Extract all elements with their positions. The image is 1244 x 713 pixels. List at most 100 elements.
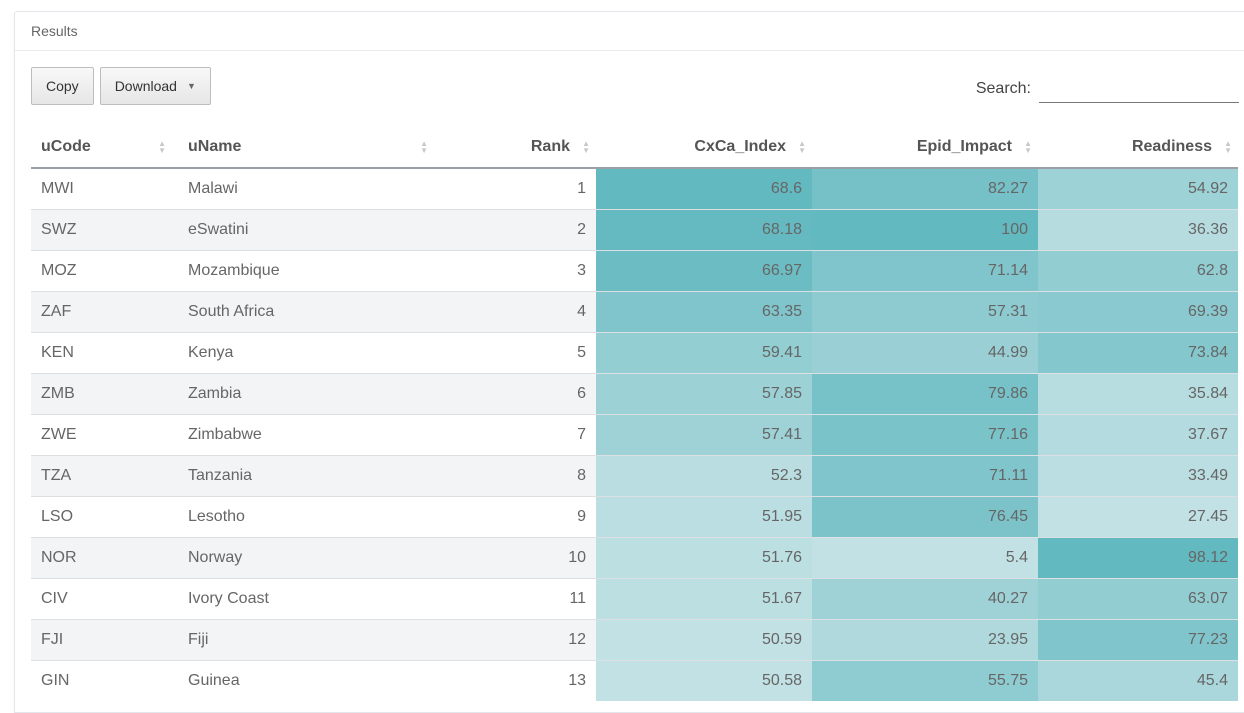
table-row[interactable]: SWZ eSwatini 2 68.18 100 36.36 [31,209,1238,251]
cell-rank: 1 [440,167,596,210]
column-header-ucode[interactable]: uCode ▲ ▼ [31,127,178,169]
cell-uname: Tanzania [178,455,440,497]
cell-readiness: 98.12 [1038,537,1238,579]
cell-epid-impact: 5.4 [812,537,1038,579]
cell-cxca-index: 52.3 [596,455,812,497]
cell-ucode: GIN [31,660,178,701]
table-row[interactable]: LSO Lesotho 9 51.95 76.45 27.45 [31,496,1238,538]
cell-rank: 2 [440,209,596,251]
cell-uname: Mozambique [178,250,440,292]
cell-ucode: SWZ [31,209,178,251]
cell-ucode: ZWE [31,414,178,456]
cell-uname: eSwatini [178,209,440,251]
cell-cxca-index: 50.59 [596,619,812,661]
column-header-label: uName [188,138,242,155]
cell-cxca-index: 68.18 [596,209,812,251]
column-header-readiness[interactable]: Readiness ▲ ▼ [1038,127,1238,169]
sort-icon: ▲ ▼ [1224,139,1232,155]
cell-epid-impact: 71.11 [812,455,1038,497]
copy-button[interactable]: Copy [31,67,94,105]
cell-ucode: MWI [31,167,178,210]
cell-uname: Zambia [178,373,440,415]
column-header-cxca-index[interactable]: CxCa_Index ▲ ▼ [596,127,812,169]
cell-cxca-index: 51.76 [596,537,812,579]
table-row[interactable]: MWI Malawi 1 68.6 82.27 54.92 [31,167,1238,210]
sort-icon: ▲ ▼ [158,139,166,155]
cell-ucode: NOR [31,537,178,579]
cell-cxca-index: 68.6 [596,167,812,210]
column-header-label: CxCa_Index [694,138,786,155]
cell-epid-impact: 100 [812,209,1038,251]
cell-epid-impact: 77.16 [812,414,1038,456]
cell-readiness: 45.4 [1038,660,1238,701]
results-table: uCode ▲ ▼ uName ▲ ▼ Rank ▲ ▼ CxCa_Index ▲ ▼ … [31,127,1238,701]
cell-readiness: 77.23 [1038,619,1238,661]
cell-rank: 11 [440,578,596,620]
cell-cxca-index: 63.35 [596,291,812,333]
cell-epid-impact: 57.31 [812,291,1038,333]
cell-rank: 9 [440,496,596,538]
cell-readiness: 73.84 [1038,332,1238,374]
cell-ucode: CIV [31,578,178,620]
panel-title: Results [15,12,1244,51]
cell-ucode: LSO [31,496,178,538]
cell-rank: 8 [440,455,596,497]
cell-cxca-index: 57.85 [596,373,812,415]
cell-uname: Norway [178,537,440,579]
download-button[interactable]: Download ▼ [99,67,211,105]
sort-icon: ▲ ▼ [798,139,806,155]
cell-readiness: 33.49 [1038,455,1238,497]
table-row[interactable]: MOZ Mozambique 3 66.97 71.14 62.8 [31,250,1238,292]
column-header-label: uCode [41,138,91,155]
sort-icon: ▲ ▼ [420,139,428,155]
cell-uname: Zimbabwe [178,414,440,456]
cell-epid-impact: 55.75 [812,660,1038,701]
table-row[interactable]: ZAF South Africa 4 63.35 57.31 69.39 [31,291,1238,333]
cell-uname: Fiji [178,619,440,661]
column-header-epid-impact[interactable]: Epid_Impact ▲ ▼ [812,127,1038,169]
cell-epid-impact: 40.27 [812,578,1038,620]
cell-cxca-index: 66.97 [596,250,812,292]
column-header-rank[interactable]: Rank ▲ ▼ [440,127,596,169]
table-body: MWI Malawi 1 68.6 82.27 54.92 SWZ eSwatini 2 68.1… [31,167,1238,701]
table-row[interactable]: GIN Guinea 13 50.58 55.75 45.4 [31,660,1238,701]
cell-cxca-index: 51.67 [596,578,812,620]
cell-rank: 6 [440,373,596,415]
column-header-uname[interactable]: uName ▲ ▼ [178,127,440,169]
table-row[interactable]: KEN Kenya 5 59.41 44.99 73.84 [31,332,1238,374]
table-row[interactable]: CIV Ivory Coast 11 51.67 40.27 63.07 [31,578,1238,620]
table-row[interactable]: FJI Fiji 12 50.59 23.95 77.23 [31,619,1238,661]
column-header-label: Epid_Impact [916,138,1012,155]
cell-cxca-index: 50.58 [596,660,812,701]
cell-cxca-index: 51.95 [596,496,812,538]
cell-rank: 13 [440,660,596,701]
table-row[interactable]: NOR Norway 10 51.76 5.4 98.12 [31,537,1238,579]
cell-uname: Ivory Coast [178,578,440,620]
cell-uname: Malawi [178,167,440,210]
cell-rank: 4 [440,291,596,333]
table-row[interactable]: ZMB Zambia 6 57.85 79.86 35.84 [31,373,1238,415]
cell-readiness: 27.45 [1038,496,1238,538]
search-box: Search: [976,74,1239,103]
table-row[interactable]: TZA Tanzania 8 52.3 71.11 33.49 [31,455,1238,497]
cell-readiness: 36.36 [1038,209,1238,251]
cell-rank: 5 [440,332,596,374]
cell-epid-impact: 71.14 [812,250,1038,292]
column-header-label: Rank [530,138,570,155]
sort-icon: ▲ ▼ [582,139,590,155]
cell-ucode: ZMB [31,373,178,415]
table-toolbar: Copy Download ▼ [31,67,211,105]
cell-epid-impact: 79.86 [812,373,1038,415]
table-row[interactable]: ZWE Zimbabwe 7 57.41 77.16 37.67 [31,414,1238,456]
cell-rank: 3 [440,250,596,292]
search-input[interactable] [1039,74,1239,103]
cell-epid-impact: 76.45 [812,496,1038,538]
cell-rank: 7 [440,414,596,456]
cell-epid-impact: 82.27 [812,167,1038,210]
cell-readiness: 37.67 [1038,414,1238,456]
cell-rank: 12 [440,619,596,661]
cell-ucode: FJI [31,619,178,661]
table-header-row: uCode ▲ ▼ uName ▲ ▼ Rank ▲ ▼ CxCa_Index ▲ ▼ … [31,127,1238,169]
cell-readiness: 63.07 [1038,578,1238,620]
cell-readiness: 69.39 [1038,291,1238,333]
